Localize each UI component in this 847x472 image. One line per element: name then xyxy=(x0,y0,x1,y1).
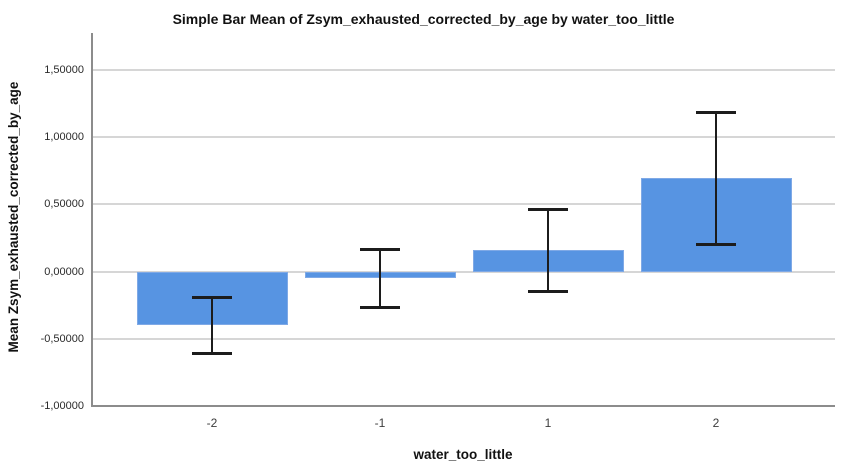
x-tick-label: 1 xyxy=(544,416,552,430)
y-tick-label: 1,00000 xyxy=(44,131,84,144)
y-tick-label: 1,50000 xyxy=(44,64,84,77)
y-tick-label: 0,50000 xyxy=(44,198,84,211)
gridline xyxy=(91,337,835,340)
x-tick-label: -2 xyxy=(206,416,218,430)
y-tick-label: 0,00000 xyxy=(44,265,84,278)
error-bar-cap-top--2 xyxy=(192,296,232,300)
x-tick-label: 2 xyxy=(712,416,720,430)
error-bar-cap-top-1 xyxy=(528,207,568,211)
x-axis-title: water_too_little xyxy=(413,447,513,462)
error-bar-cap-bottom-2 xyxy=(696,242,736,246)
error-bar-cap-top-2 xyxy=(696,110,736,114)
x-axis-line xyxy=(91,405,835,407)
gridline xyxy=(91,136,835,139)
plot-area xyxy=(91,33,835,408)
gridline xyxy=(91,69,835,72)
y-axis-title-text: Mean Zsym_exhausted_corrected_by_age xyxy=(6,81,21,353)
error-bar-line--2 xyxy=(211,297,213,354)
error-bar-line-2 xyxy=(715,111,717,245)
error-bar-cap-top--1 xyxy=(360,247,400,251)
gridline xyxy=(91,203,835,206)
error-bar-line-1 xyxy=(547,208,549,292)
error-bar-cap-bottom--1 xyxy=(360,305,400,309)
error-bar-line--1 xyxy=(379,248,381,308)
gridline xyxy=(91,270,835,273)
error-bar-cap-bottom--2 xyxy=(192,351,232,355)
y-tick-label: -1,00000 xyxy=(40,400,84,413)
chart-title: Simple Bar Mean of Zsym_exhausted_correc… xyxy=(172,11,675,27)
y-tick-label: -0,50000 xyxy=(40,332,84,345)
x-tick-label: -1 xyxy=(374,416,386,430)
y-axis-line xyxy=(91,33,93,407)
error-bar-cap-bottom-1 xyxy=(528,289,568,293)
